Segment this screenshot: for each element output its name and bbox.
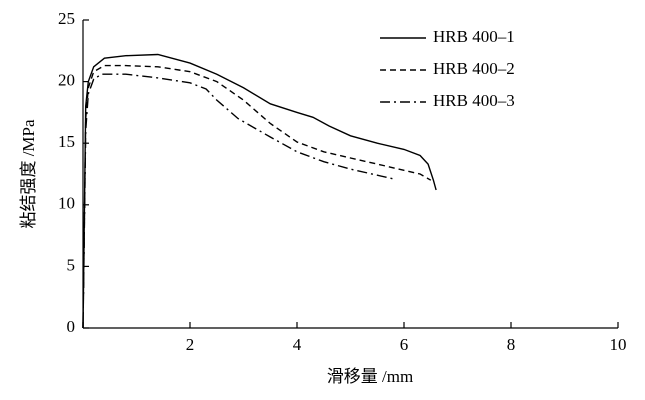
- y-tick-label: 5: [67, 255, 76, 274]
- legend-label: HRB 400–2: [433, 59, 515, 78]
- legend-label: HRB 400–1: [433, 27, 515, 46]
- x-tick-label: 8: [507, 335, 516, 354]
- x-tick-label: 10: [610, 335, 627, 354]
- x-tick-label: 2: [186, 335, 195, 354]
- y-tick-label: 25: [58, 9, 75, 28]
- x-axis-label: 滑移量 /mm: [327, 367, 413, 386]
- y-tick-label: 20: [58, 71, 75, 90]
- data-line: [82, 53, 437, 329]
- y-tick-label: 0: [67, 317, 76, 336]
- x-tick-label: 4: [293, 335, 302, 354]
- y-axis-label: 粘结强度 /MPa: [19, 119, 38, 229]
- data-line: [82, 64, 432, 329]
- x-tick-label: 6: [400, 335, 409, 354]
- y-tick-label: 10: [58, 194, 75, 213]
- y-tick-label: 15: [58, 132, 75, 151]
- data-line: [82, 73, 394, 329]
- legend-label: HRB 400–3: [433, 91, 515, 110]
